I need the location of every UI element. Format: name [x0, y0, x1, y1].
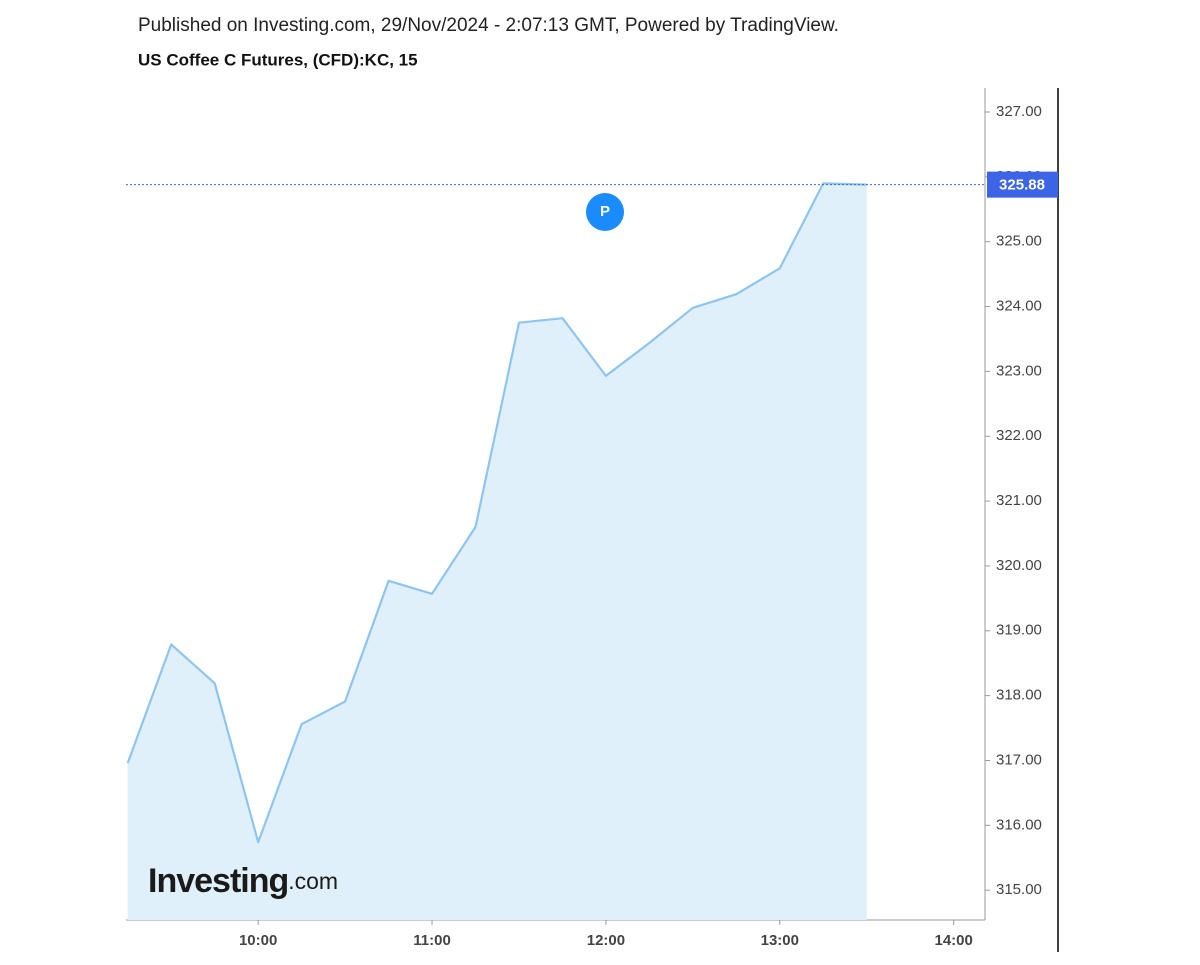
x-tick-label: 10:00 — [239, 932, 277, 949]
last-price-label: 325.88 — [999, 177, 1045, 194]
y-tick-label: 319.00 — [996, 622, 1042, 639]
price-line — [126, 182, 867, 844]
logo: Investing.com — [148, 862, 338, 900]
y-tick-label: 316.00 — [996, 816, 1042, 833]
logo-main: Investing — [148, 862, 288, 900]
y-tick-label: 323.00 — [996, 362, 1042, 379]
plot: 315.00 316.00 317.00 318.00 319.00 320.00 321.… — [126, 103, 1058, 949]
x-tick-label: 13:00 — [761, 932, 799, 949]
y-tick-label: 324.00 — [996, 298, 1042, 315]
y-tick-label: 318.00 — [996, 687, 1042, 704]
annotation-label: P — [600, 203, 610, 220]
x-tick-label: 12:00 — [587, 932, 625, 949]
y-tick-label: 327.00 — [996, 103, 1042, 120]
last-price-box — [987, 171, 1058, 198]
y-tick-label: 317.00 — [996, 751, 1042, 768]
area-fill — [127, 183, 867, 921]
chart-title: Published on Investing.com, 29/Nov/2024 … — [138, 15, 839, 36]
y-tick-label: 325.00 — [996, 233, 1042, 250]
y-tick-label: 321.00 — [996, 492, 1042, 509]
y-tick-label: 315.00 — [996, 881, 1042, 898]
y-tick-label: 322.00 — [996, 427, 1042, 444]
x-tick-label: 14:00 — [935, 932, 973, 949]
y-tick-label: 320.00 — [996, 557, 1042, 574]
annotation-marker — [586, 193, 624, 231]
logo-suffix: .com — [288, 868, 338, 894]
chart-subtitle: US Coffee C Futures, (CFD):KC, 15 — [138, 50, 418, 69]
x-tick-label: 11:00 — [413, 932, 451, 949]
